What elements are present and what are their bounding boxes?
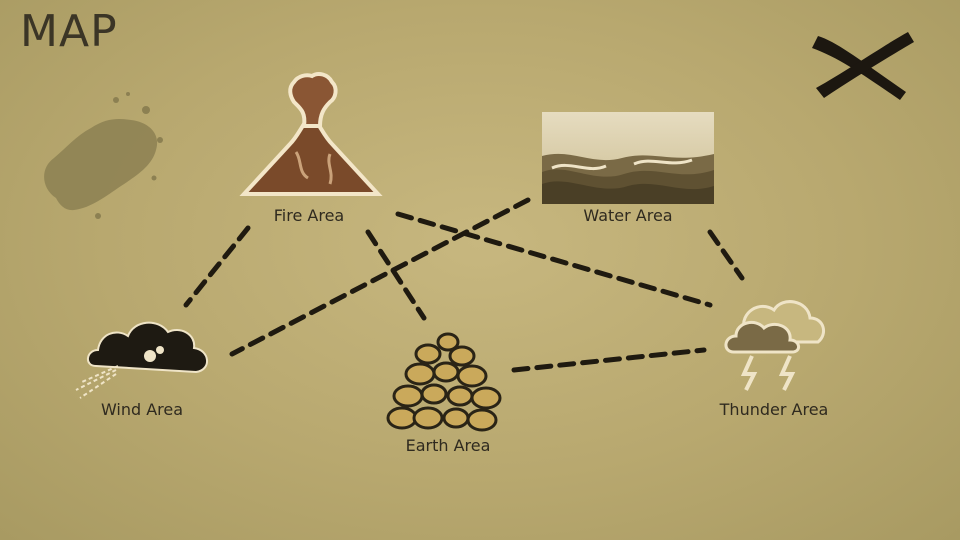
path-water-wind	[229, 197, 531, 357]
area-fire[interactable]: Fire Area	[238, 68, 384, 228]
map-title: MAP	[20, 6, 118, 57]
storm-cloud-icon	[724, 300, 826, 391]
area-water[interactable]: Water Area	[542, 112, 714, 232]
path-earth-thunder	[511, 347, 707, 373]
path-water-thunder	[707, 229, 745, 281]
ink-splat-decoration	[44, 92, 163, 219]
waves-icon	[542, 112, 714, 204]
area-earth[interactable]: Earth Area	[384, 322, 514, 462]
rock-pile-icon	[386, 332, 502, 432]
area-thunder[interactable]: Thunder Area	[704, 290, 844, 426]
wind-cloud-icon	[75, 321, 208, 399]
path-fire-earth	[365, 229, 427, 321]
path-fire-wind	[183, 225, 251, 308]
area-wind[interactable]: Wind Area	[72, 310, 222, 426]
area-label: Wind Area	[100, 400, 184, 419]
close-x-icon[interactable]	[808, 26, 916, 104]
area-label: Earth Area	[405, 436, 491, 455]
area-label: Fire Area	[273, 206, 345, 225]
area-label: Thunder Area	[719, 400, 829, 419]
path-fire-thunder	[395, 211, 713, 308]
volcano-icon	[239, 72, 383, 196]
area-label: Water Area	[583, 206, 673, 225]
